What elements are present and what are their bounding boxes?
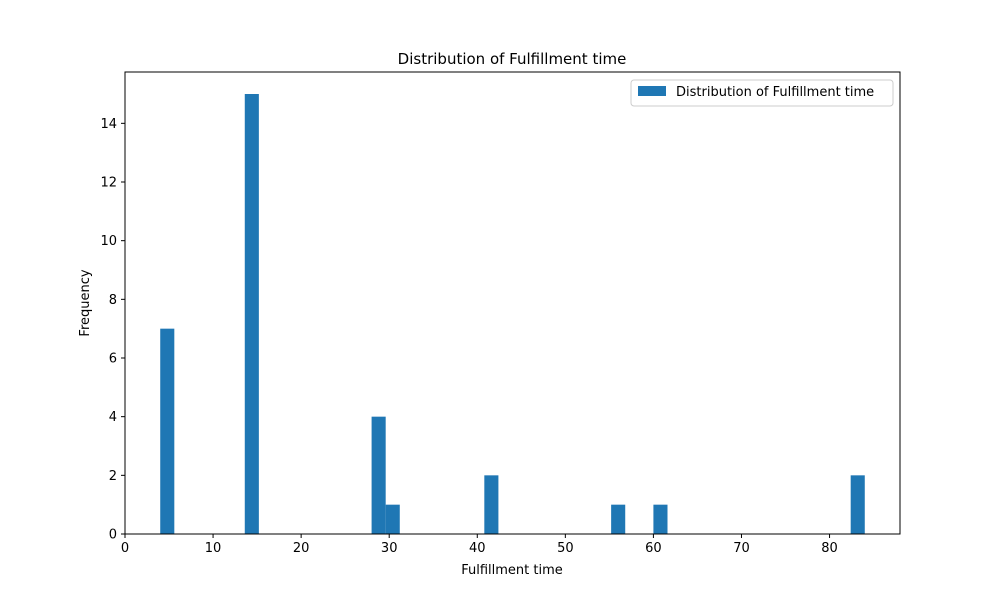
x-tick-label: 70 (733, 541, 750, 556)
x-tick-label: 60 (645, 541, 662, 556)
histogram-bar-1 (244, 94, 259, 534)
legend: Distribution of Fulfillment time (630, 79, 894, 107)
legend-swatch (638, 86, 666, 96)
y-tick-label: 8 (109, 293, 117, 308)
x-tick-label: 40 (469, 541, 486, 556)
histogram-bar-6 (653, 504, 668, 534)
histogram-bar-7 (850, 475, 865, 534)
x-tick-label: 0 (121, 541, 129, 556)
y-tick-label: 2 (109, 469, 117, 484)
histogram-bar-2 (371, 416, 386, 534)
y-tick-label: 14 (100, 117, 117, 132)
x-tick-label: 10 (205, 541, 222, 556)
x-tick-label: 20 (293, 541, 310, 556)
y-tick-label: 0 (109, 528, 117, 543)
x-tick-label: 30 (381, 541, 398, 556)
x-axis-label: Fulfillment time (461, 563, 563, 578)
histogram-bar-5 (611, 504, 626, 534)
x-axis-ticks: 0 10 20 30 40 50 60 70 80 (121, 534, 838, 556)
y-axis-label: Frequency (78, 269, 93, 336)
y-tick-label: 12 (100, 176, 117, 191)
histogram-bar-4 (484, 475, 499, 534)
bars-group (160, 94, 865, 534)
histogram-bar-0 (160, 328, 175, 534)
chart-title: Distribution of Fulfillment time (398, 50, 627, 68)
x-tick-label: 80 (821, 541, 838, 556)
y-axis-ticks: 0 2 4 6 8 10 12 14 (100, 117, 125, 543)
legend-label: Distribution of Fulfillment time (676, 85, 874, 100)
y-tick-label: 4 (109, 410, 117, 425)
plot-frame (124, 71, 901, 535)
x-tick-label: 50 (557, 541, 574, 556)
histogram-bar-3 (385, 504, 400, 534)
legend-box (630, 79, 894, 107)
y-tick-label: 10 (100, 234, 117, 249)
y-tick-label: 6 (109, 352, 117, 367)
